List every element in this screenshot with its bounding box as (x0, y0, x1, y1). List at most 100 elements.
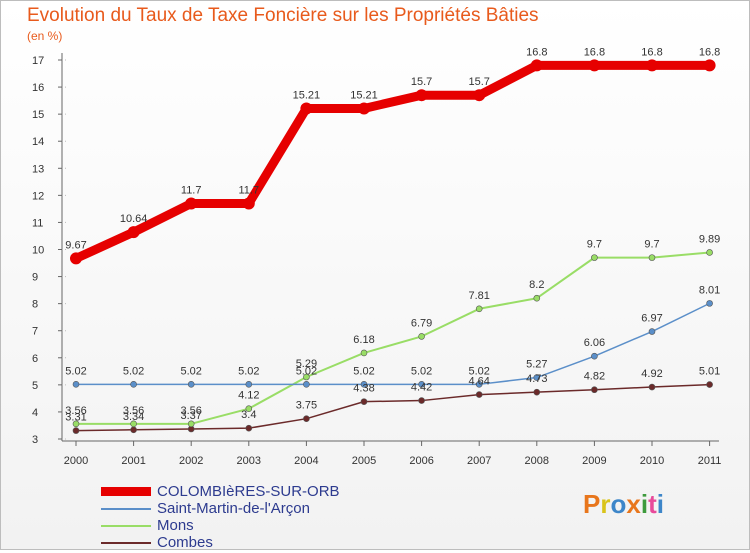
point-combes (303, 415, 310, 422)
point-saint-martin (245, 381, 253, 388)
data-label-combes: 3.34 (123, 411, 144, 423)
data-label-saint-martin: 6.97 (641, 313, 662, 325)
data-label-mons: 9.7 (644, 239, 659, 251)
data-label-mons: 3.56 (123, 405, 144, 417)
x-tick-label: 2009 (582, 455, 606, 467)
legend-label-mons: Mons (157, 517, 194, 534)
point-combes (72, 427, 80, 434)
point-mons (72, 420, 80, 428)
point-mons (418, 333, 425, 340)
series-line-colombieres (74, 60, 710, 263)
point-saint-martin (130, 381, 137, 388)
data-label-saint-martin: 8.01 (699, 284, 720, 296)
y-tick-label: 11 (32, 217, 43, 229)
point-mons (648, 254, 656, 261)
data-label-colombieres: 16.8 (584, 46, 605, 58)
data-label-combes: 3.37 (180, 410, 201, 422)
point-saint-martin (706, 300, 713, 307)
y-tick-label: 13 (32, 163, 44, 175)
point-colombieres (300, 102, 313, 115)
x-tick-label: 2007 (467, 455, 491, 467)
data-label-saint-martin: 5.27 (526, 359, 547, 371)
logo-letter: P (583, 489, 601, 519)
data-label-saint-martin: 5.02 (238, 365, 259, 377)
data-label-mons: 8.2 (529, 279, 544, 291)
point-colombieres (127, 226, 140, 239)
data-label-colombieres: 16.8 (526, 46, 547, 58)
data-label-colombieres: 10.64 (120, 213, 148, 225)
legend-swatch-combes (101, 542, 151, 544)
point-saint-martin (303, 381, 310, 388)
point-mons (360, 349, 368, 357)
y-tick-label: 10 (32, 245, 44, 257)
x-tick-label: 2003 (237, 455, 261, 467)
point-colombieres (185, 197, 198, 210)
point-combes (648, 383, 656, 391)
data-label-saint-martin: 5.02 (65, 365, 86, 377)
chart-subtitle: (en %) (27, 29, 63, 43)
series-line-combes (75, 383, 710, 432)
legend-swatch-colombieres (101, 487, 151, 496)
point-combes (245, 424, 253, 432)
y-tick-label: 4 (32, 407, 38, 419)
logo-letter: x (626, 489, 641, 519)
point-colombieres (358, 102, 370, 115)
data-label-saint-martin: 5.02 (468, 365, 489, 377)
y-tick-label: 7 (32, 326, 38, 338)
data-label-mons: 3.56 (180, 405, 201, 417)
legend-swatch-saint-martin (101, 508, 151, 510)
data-label-saint-martin: 5.02 (296, 365, 317, 377)
data-label-mons: 3.56 (65, 405, 86, 417)
point-colombieres (242, 197, 255, 210)
point-colombieres (588, 59, 601, 72)
point-combes (418, 397, 425, 404)
series-line-saint-martin (76, 302, 710, 386)
series-line-mons (76, 251, 710, 425)
point-combes (475, 391, 483, 398)
x-tick-label: 2002 (179, 455, 203, 467)
data-label-colombieres: 11.7 (239, 184, 260, 196)
data-label-mons: 7.81 (468, 290, 489, 302)
logo-letter: t (648, 489, 657, 519)
data-label-colombieres: 15.7 (468, 76, 489, 88)
point-mons (706, 249, 713, 256)
y-tick-label: 15 (32, 109, 44, 121)
data-label-combes: 4.92 (641, 368, 662, 380)
point-colombieres (473, 89, 486, 102)
data-label-mons: 6.18 (353, 334, 374, 346)
point-colombieres (646, 59, 658, 72)
data-label-combes: 3.4 (241, 409, 256, 421)
data-label-mons: 6.79 (411, 317, 432, 329)
legend-swatch-mons (101, 525, 151, 527)
data-label-saint-martin: 5.02 (411, 365, 432, 377)
data-label-saint-martin: 5.02 (353, 365, 374, 377)
data-label-colombieres: 15.21 (293, 89, 321, 101)
data-label-mons: 5.29 (296, 358, 317, 370)
x-tick-label: 2011 (698, 455, 722, 467)
point-mons (303, 373, 310, 381)
point-saint-martin (648, 328, 656, 335)
point-mons (187, 420, 195, 428)
x-tick-label: 2001 (121, 455, 145, 467)
x-tick-label: 2005 (352, 455, 376, 467)
y-tick-label: 16 (32, 82, 44, 94)
point-mons (533, 294, 541, 302)
x-tick-label: 2006 (409, 455, 433, 467)
point-combes (706, 381, 713, 388)
proxiti-logo: Proxiti (583, 489, 664, 520)
point-saint-martin (533, 374, 541, 381)
data-label-combes: 3.31 (65, 412, 86, 424)
data-label-combes: 4.38 (353, 383, 374, 395)
point-saint-martin (591, 352, 598, 360)
y-tick-label: 9 (32, 272, 38, 284)
point-saint-martin (475, 381, 483, 388)
data-label-combes: 4.73 (526, 373, 547, 385)
y-tick-label: 12 (32, 190, 44, 202)
logo-letter: r (600, 489, 611, 519)
point-mons (591, 254, 598, 261)
point-saint-martin (360, 381, 368, 388)
logo-letter: i (656, 489, 664, 519)
chart-title: Evolution du Taux de Taxe Foncière sur l… (27, 5, 539, 26)
